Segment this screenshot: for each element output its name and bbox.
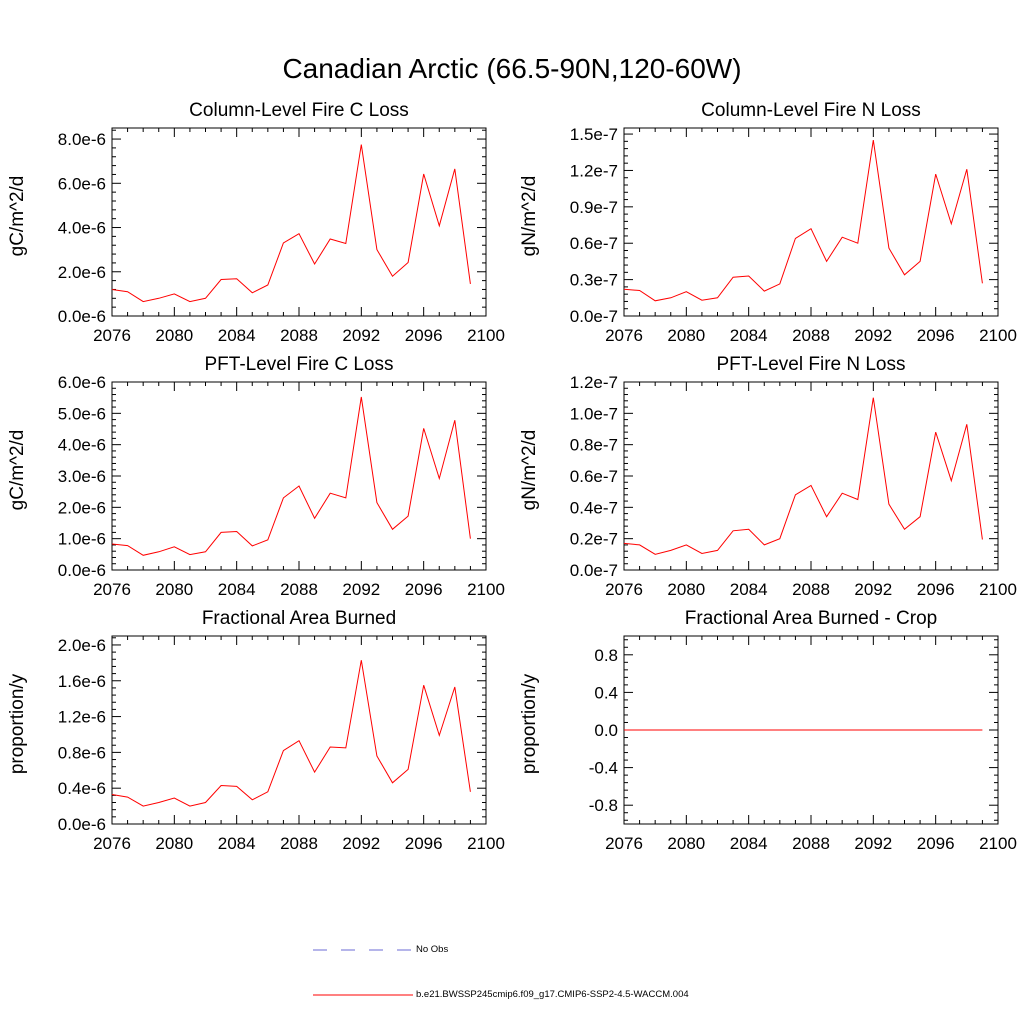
panel-3-ytick-label: 0.0e-6 <box>58 561 106 580</box>
panel-5-title: Fractional Area Burned <box>201 608 397 629</box>
panel-4-ytick-label: 0.0e-7 <box>570 561 618 580</box>
panel-6-ytick-label: 0.0 <box>594 721 618 740</box>
panel-5-ytick-label: 1.2e-6 <box>58 708 106 727</box>
panel-4-xtick-label: 2092 <box>854 580 892 599</box>
panel-2-xtick-label: 2076 <box>605 326 643 345</box>
panel-5-xtick-label: 2088 <box>280 834 318 853</box>
panel-6-xtick-label: 2076 <box>605 834 643 853</box>
panel-2-title: Column-Level Fire N Loss <box>701 100 921 121</box>
panel-1-ytick-label: 0.0e-6 <box>58 307 106 326</box>
panel-5-xtick-label: 2092 <box>342 834 380 853</box>
panel-3-ytick-label: 5.0e-6 <box>58 404 106 423</box>
panel-5-xtick-label: 2084 <box>218 834 256 853</box>
panel-2-ytick-label: 0.9e-7 <box>570 198 618 217</box>
panel-3-title: PFT-Level Fire C Loss <box>204 354 394 375</box>
panel-6-xtick-label: 2080 <box>667 834 705 853</box>
panel-2-ytick-label: 1.2e-7 <box>570 161 618 180</box>
panel-5-ytick-label: 0.8e-6 <box>58 743 106 762</box>
panel-2-xtick-label: 2080 <box>667 326 705 345</box>
panel-5-series-1-line <box>111 660 471 807</box>
panel-5-ytick-label: 0.4e-6 <box>58 779 106 798</box>
panel-3-xtick-label: 2076 <box>93 580 131 599</box>
panel-4-xtick-label: 2076 <box>605 580 643 599</box>
panel-4-xtick-label: 2080 <box>667 580 705 599</box>
panel-6-ytick-label: -0.8 <box>589 796 618 815</box>
panel-6-xtick-label: 2096 <box>917 834 955 853</box>
panel-3-ytick-label: 2.0e-6 <box>58 498 106 517</box>
panel-4-xtick-label: 2088 <box>792 580 830 599</box>
panel-3-xtick-label: 2084 <box>218 580 256 599</box>
panel-3-xtick-label: 2080 <box>155 580 193 599</box>
panel-4-title: PFT-Level Fire N Loss <box>716 354 906 375</box>
panel-2-ytick-label: 1.5e-7 <box>570 125 618 144</box>
panel-5-xtick-label: 2100 <box>467 834 505 853</box>
panel-3-ytick-label: 6.0e-6 <box>58 373 106 392</box>
panel-1-xtick-label: 2076 <box>93 326 131 345</box>
panel-6-ytick-label: 0.4 <box>594 683 618 702</box>
panel-1-xtick-label: 2092 <box>342 326 380 345</box>
panel-4-series-1-line <box>623 397 983 555</box>
panel-1-xtick-label: 2084 <box>218 326 256 345</box>
panel-5-xtick-label: 2080 <box>155 834 193 853</box>
panel-6-xtick-label: 2100 <box>979 834 1017 853</box>
panel-2-series-1-line <box>623 140 983 302</box>
panel-2-ytick-label: 0.0e-7 <box>570 307 618 326</box>
figure-title: Canadian Arctic (66.5-90N,120-60W) <box>282 53 742 84</box>
panel-1-series-1-line <box>111 144 471 303</box>
panel-4-ytick-label: 0.6e-7 <box>570 467 618 486</box>
panel-5-xtick-label: 2076 <box>93 834 131 853</box>
panel-3-series-1-line <box>111 396 471 556</box>
panel-1-xtick-label: 2088 <box>280 326 318 345</box>
panel-4-xtick-label: 2096 <box>917 580 955 599</box>
panel-3-ytick-label: 1.0e-6 <box>58 530 106 549</box>
panel-6-ytick-label: -0.4 <box>589 759 618 778</box>
panel-3-ytick-label: 4.0e-6 <box>58 436 106 455</box>
panel-2-xtick-label: 2096 <box>917 326 955 345</box>
panel-3-xtick-label: 2088 <box>280 580 318 599</box>
panel-6-ytick-label: 0.8 <box>594 646 618 665</box>
panel-6-xtick-label: 2084 <box>730 834 768 853</box>
panel-2-ytick-label: 0.6e-7 <box>570 234 618 253</box>
panel-1-xtick-label: 2096 <box>405 326 443 345</box>
panel-1-ytick-label: 6.0e-6 <box>58 174 106 193</box>
panel-2-xtick-label: 2084 <box>730 326 768 345</box>
panel-1-ytick-label: 4.0e-6 <box>58 219 106 238</box>
panel-2-xtick-label: 2088 <box>792 326 830 345</box>
panel-6-xtick-label: 2088 <box>792 834 830 853</box>
panel-1-ytick-label: 8.0e-6 <box>58 130 106 149</box>
legend-label-no-obs: No Obs <box>416 944 449 955</box>
panel-1-ytick-label: 2.0e-6 <box>58 263 106 282</box>
panel-6-title: Fractional Area Burned - Crop <box>684 608 938 629</box>
panel-4-ytick-label: 0.2e-7 <box>570 530 618 549</box>
panel-1-xtick-label: 2080 <box>155 326 193 345</box>
legend-label-model: b.e21.BWSSP245cmip6.f09_g17.CMIP6-SSP2-4… <box>416 989 689 1000</box>
panel-4-ytick-label: 0.4e-7 <box>570 498 618 517</box>
panel-3-xtick-label: 2092 <box>342 580 380 599</box>
panel-2-ytick-label: 0.3e-7 <box>570 271 618 290</box>
panel-3-xtick-label: 2100 <box>467 580 505 599</box>
panel-1-xtick-label: 2100 <box>467 326 505 345</box>
panel-6-xtick-label: 2092 <box>854 834 892 853</box>
panel-3-xtick-label: 2096 <box>405 580 443 599</box>
panel-4-ytick-label: 1.2e-7 <box>570 373 618 392</box>
panel-5-xtick-label: 2096 <box>405 834 443 853</box>
panel-2-xtick-label: 2100 <box>979 326 1017 345</box>
panel-1-title: Column-Level Fire C Loss <box>189 100 409 121</box>
panel-4-xtick-label: 2100 <box>979 580 1017 599</box>
panel-2-xtick-label: 2092 <box>854 326 892 345</box>
panel-4-ytick-label: 1.0e-7 <box>570 404 618 423</box>
panel-5-ytick-label: 0.0e-6 <box>58 815 106 834</box>
panel-5-ytick-label: 1.6e-6 <box>58 672 106 691</box>
panel-4-ytick-label: 0.8e-7 <box>570 436 618 455</box>
panel-4-xtick-label: 2084 <box>730 580 768 599</box>
panel-3-ytick-label: 3.0e-6 <box>58 467 106 486</box>
panel-5-ytick-label: 2.0e-6 <box>58 636 106 655</box>
